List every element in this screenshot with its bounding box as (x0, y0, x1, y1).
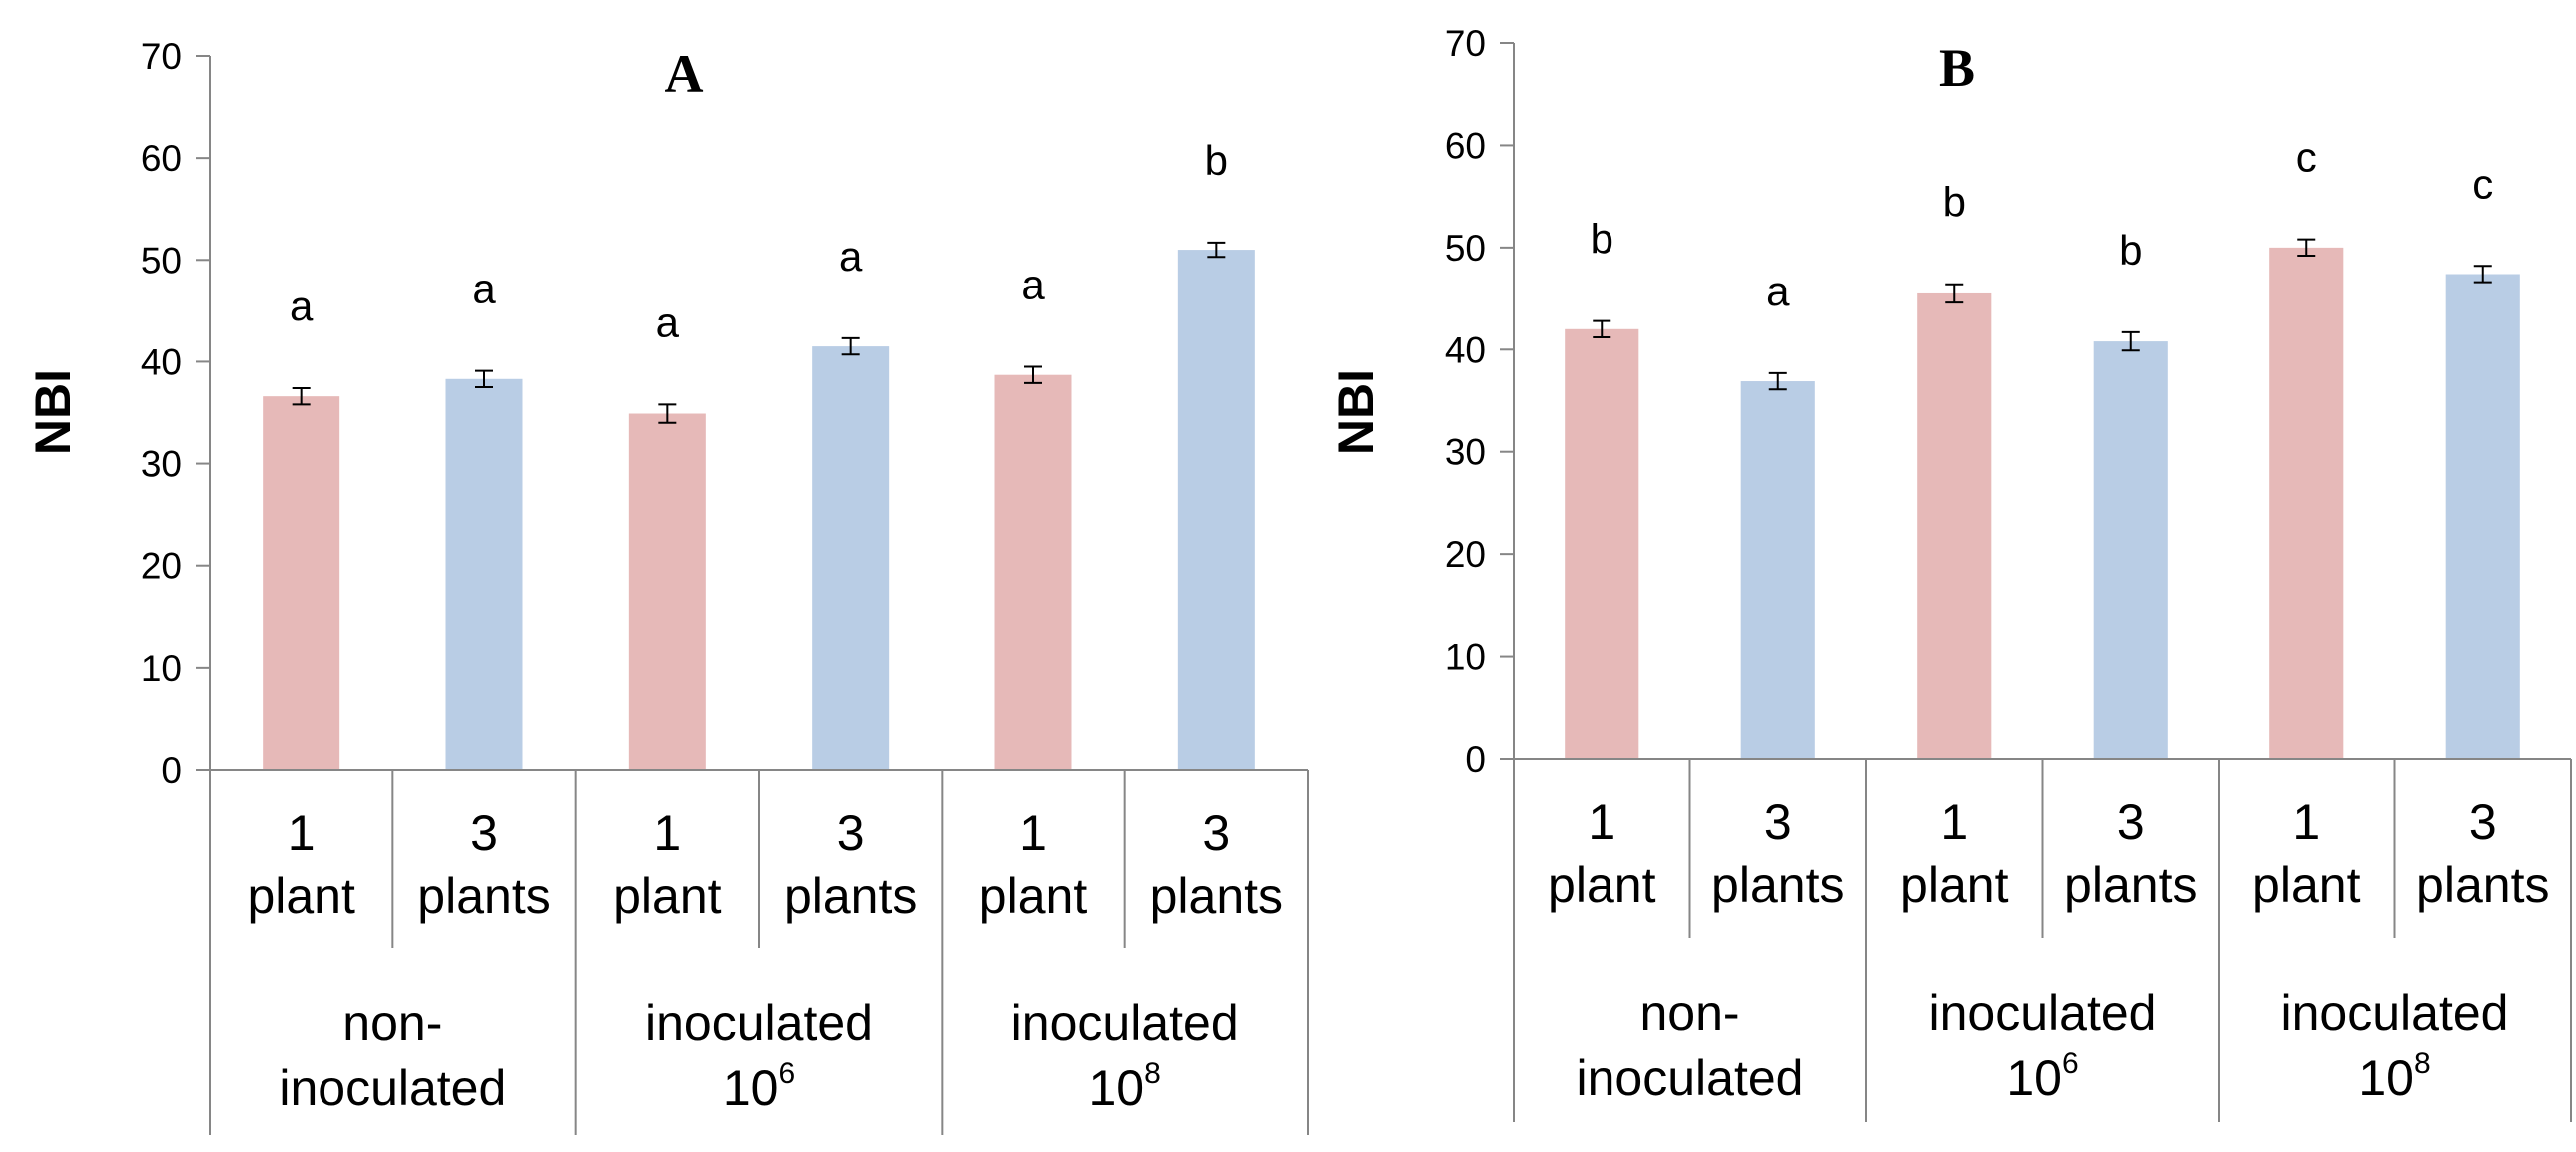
panel-b-group-label: 108 (2358, 1047, 2430, 1106)
panel-a-group-label-text: non- (342, 995, 442, 1051)
panel-a-y-tick-label: 60 (141, 138, 182, 179)
panel-a-group-label-superscript: 8 (1144, 1057, 1161, 1090)
panel-a-category-label: plants (417, 868, 550, 924)
panel-b-category-label: 1 (1940, 794, 1968, 850)
panel-a-y-axis-label: NBI (25, 369, 81, 455)
panel-a-category-label: 1 (653, 805, 681, 861)
panel-b-group-label: 106 (2006, 1047, 2078, 1106)
panel-b-y-tick-label: 70 (1445, 23, 1486, 64)
panel-a-significance-letter: a (290, 283, 314, 329)
panel-b-significance-letter: b (1943, 179, 1966, 226)
panel-b-bar (2445, 274, 2520, 759)
panel-b-significance-letter: c (2472, 160, 2493, 207)
panel-a-bar (1177, 250, 1255, 771)
panel-b-category-label: plants (2064, 858, 2197, 913)
panel-a-title: A (665, 44, 704, 104)
panel-b-category-label: plant (2253, 858, 2361, 913)
panel-b-y-tick-label: 40 (1445, 329, 1486, 370)
panel-b-title: B (1939, 38, 1975, 98)
panel-b-y-tick-label: 0 (1465, 739, 1486, 780)
panel-a-group-label-text: 10 (1089, 1060, 1145, 1116)
panel-a-y-tick-label: 30 (141, 444, 182, 485)
panel-a-group-label: non- (342, 995, 442, 1051)
panel-a-category-label: 1 (288, 805, 316, 861)
panel-a-group-label: inoculated (1011, 995, 1239, 1051)
panel-a-category-label: plants (784, 868, 917, 924)
panel-b-group-label-superscript: 8 (2414, 1047, 2431, 1080)
panel-a-y-tick-label: 70 (141, 36, 182, 77)
panel-b-y-tick-label: 50 (1445, 228, 1486, 269)
panel-a-bar (445, 378, 523, 770)
panel-b-bar (1565, 328, 1639, 759)
panel-a-bar (994, 374, 1072, 770)
panel-b-category-label: 1 (1588, 794, 1615, 850)
panel-b-group-label-superscript: 6 (2062, 1047, 2079, 1080)
panel-a-significance-letter: b (1205, 137, 1228, 184)
panel-a-y-tick-label: 20 (141, 546, 182, 587)
panel-b-category-label: 3 (2469, 794, 2497, 850)
panel-b-group-label-text: inoculated (1929, 985, 2157, 1041)
panel-a-bar (812, 346, 890, 770)
panel-b: B NBI 0 10 20 30 40 50 60 70 b a b b c c 1 plant 3 plants 1 p… (1328, 23, 2572, 1122)
panel-b-significance-letter: b (2119, 227, 2142, 274)
panel-b-category-label: 1 (2292, 794, 2320, 850)
panel-a-bar (263, 396, 340, 770)
panel-a-y-tick-label: 10 (141, 648, 182, 689)
panel-a-significance-letter: a (656, 298, 680, 345)
panel-b-category-label: plant (1900, 858, 2009, 913)
panel-b-category-label: 3 (2117, 794, 2145, 850)
panel-a-y-tick-label: 0 (161, 750, 182, 791)
panel-b-group-label: inoculated (2281, 985, 2509, 1041)
panel-b-category-label: plant (1548, 858, 1656, 913)
panel-b-bar (2269, 247, 2344, 759)
panel-a-group-label-text: inoculated (1011, 995, 1239, 1051)
panel-b-significance-letter: b (1591, 216, 1613, 263)
panel-b-group-label: inoculated (1929, 985, 2157, 1041)
panel-b-group-label: non- (1639, 985, 1739, 1041)
panel-a-group-label: 106 (723, 1057, 795, 1116)
panel-a-y-tick-label: 40 (141, 341, 182, 382)
panel-b-group-label-text: inoculated (1577, 1050, 1804, 1106)
panel-a-category-label: plant (979, 868, 1088, 924)
panel-b-bar (2093, 341, 2168, 759)
panel-a-significance-letter: a (839, 233, 863, 280)
panel-a-category-label: plants (1150, 868, 1283, 924)
panel-a-group-label: 108 (1089, 1057, 1161, 1116)
panel-a-group-label-text: inoculated (645, 995, 873, 1051)
panel-b-y-tick-label: 20 (1445, 534, 1486, 575)
panel-a-y-tick-label: 50 (141, 240, 182, 281)
panel-b-category-label: 3 (1764, 794, 1792, 850)
panel-a-group-label-superscript: 6 (778, 1057, 795, 1090)
panel-a-category-label: 3 (470, 805, 498, 861)
panel-b-significance-letter: a (1766, 268, 1790, 314)
panel-a-group-label-text: inoculated (279, 1060, 506, 1116)
panel-b-y-axis-label: NBI (1328, 369, 1384, 455)
panel-a-category-label: 1 (1019, 805, 1047, 861)
panel-b-group-label-text: 10 (2006, 1050, 2062, 1106)
panel-b-y-tick-label: 10 (1445, 637, 1486, 678)
panel-a-group-label-text: 10 (723, 1060, 779, 1116)
panel-b-y-tick-label: 60 (1445, 125, 1486, 166)
panel-a-group-label: inoculated (645, 995, 873, 1051)
panel-a-category-label: plant (613, 868, 722, 924)
panel-b-group-label: inoculated (1577, 1050, 1804, 1106)
panel-a: A NBI 0 10 20 30 40 50 60 70 a a a a a b 1 plant 3 plants 1 p… (25, 36, 1309, 1135)
panel-b-significance-letter: c (2296, 134, 2317, 181)
panel-b-group-label-text: non- (1639, 985, 1739, 1041)
panel-b-bar (1917, 292, 1992, 759)
panel-a-category-label: plant (247, 868, 355, 924)
panel-b-category-label: plants (1711, 858, 1844, 913)
panel-b-group-label-text: 10 (2358, 1050, 2414, 1106)
panel-a-significance-letter: a (1021, 262, 1045, 308)
panel-a-bar (628, 413, 706, 770)
panel-b-bar (1740, 381, 1815, 759)
panel-a-category-label: 3 (1202, 805, 1230, 861)
panel-a-group-label: inoculated (279, 1060, 506, 1116)
panel-a-category-label: 3 (837, 805, 865, 861)
panel-b-category-label: plants (2416, 858, 2549, 913)
panel-b-group-label-text: inoculated (2281, 985, 2509, 1041)
panel-b-y-tick-label: 30 (1445, 432, 1486, 473)
panel-a-significance-letter: a (472, 266, 496, 312)
